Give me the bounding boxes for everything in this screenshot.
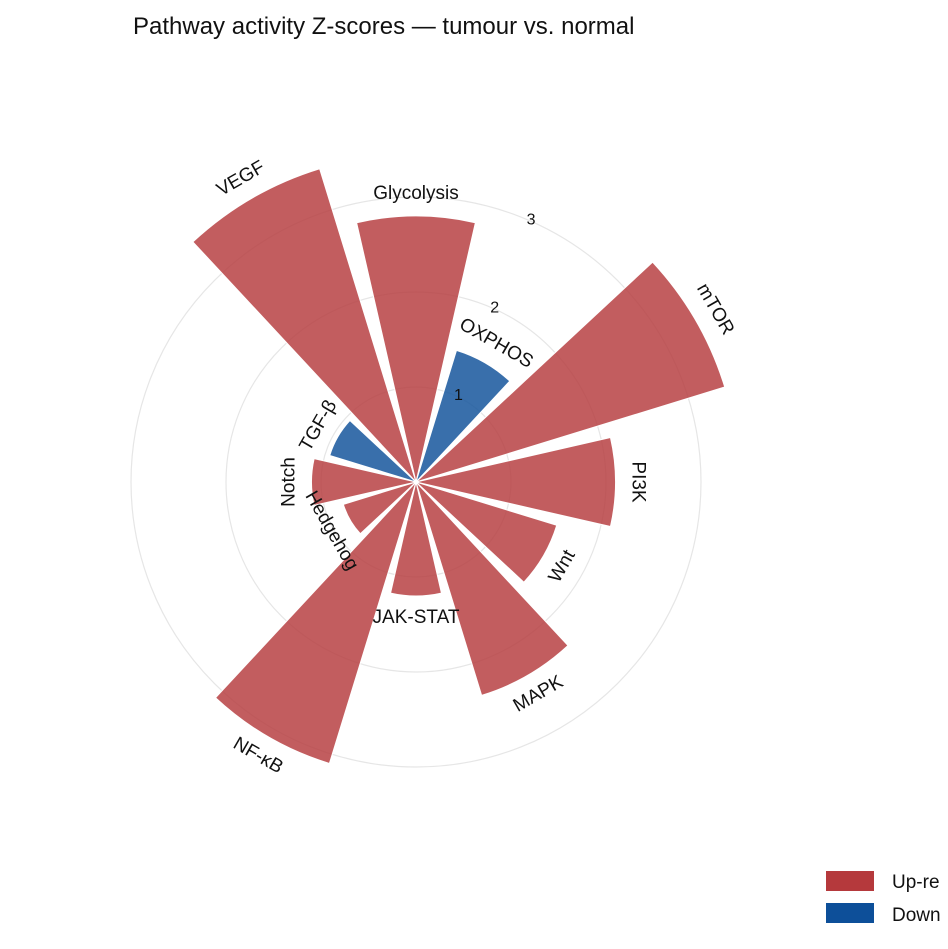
bar-mtor — [415, 261, 726, 483]
bars — [192, 168, 726, 765]
radial-tick-label-3: 3 — [527, 212, 536, 229]
category-label-wnt: Wnt — [545, 546, 580, 586]
bar-nf-b — [214, 481, 417, 765]
radial-ticks: 1 2 3 — [454, 212, 536, 405]
bar-pi3k — [415, 436, 616, 528]
bar-glycolysis — [356, 215, 476, 483]
legend-label-up: Up-re — [892, 872, 940, 893]
bar-mapk — [415, 481, 569, 697]
legend-swatch-up — [826, 871, 874, 891]
category-label-pi3k: PI3K — [627, 461, 648, 503]
bar-jak-stat — [389, 481, 443, 597]
radial-tick-label-2: 2 — [490, 300, 499, 317]
legend: Up-re Down — [826, 871, 941, 926]
radial-tick-label-1: 1 — [454, 387, 463, 404]
category-label-notch: Notch — [279, 457, 300, 507]
bar-vegf — [192, 168, 417, 483]
category-label-glycolysis: Glycolysis — [373, 183, 459, 204]
chart-title: Pathway activity Z-scores — tumour vs. n… — [133, 13, 634, 40]
category-label-jak-stat: JAK-STAT — [373, 607, 460, 628]
grid-ring-3 — [130, 196, 702, 768]
bar-hedgehog — [342, 481, 417, 535]
bar-oxphos — [415, 349, 511, 483]
legend-label-down: Down — [892, 905, 941, 926]
bar-tgf — [329, 419, 417, 483]
legend-swatch-down — [826, 903, 874, 923]
bar-notch — [311, 458, 417, 506]
bar-wnt — [415, 481, 558, 583]
